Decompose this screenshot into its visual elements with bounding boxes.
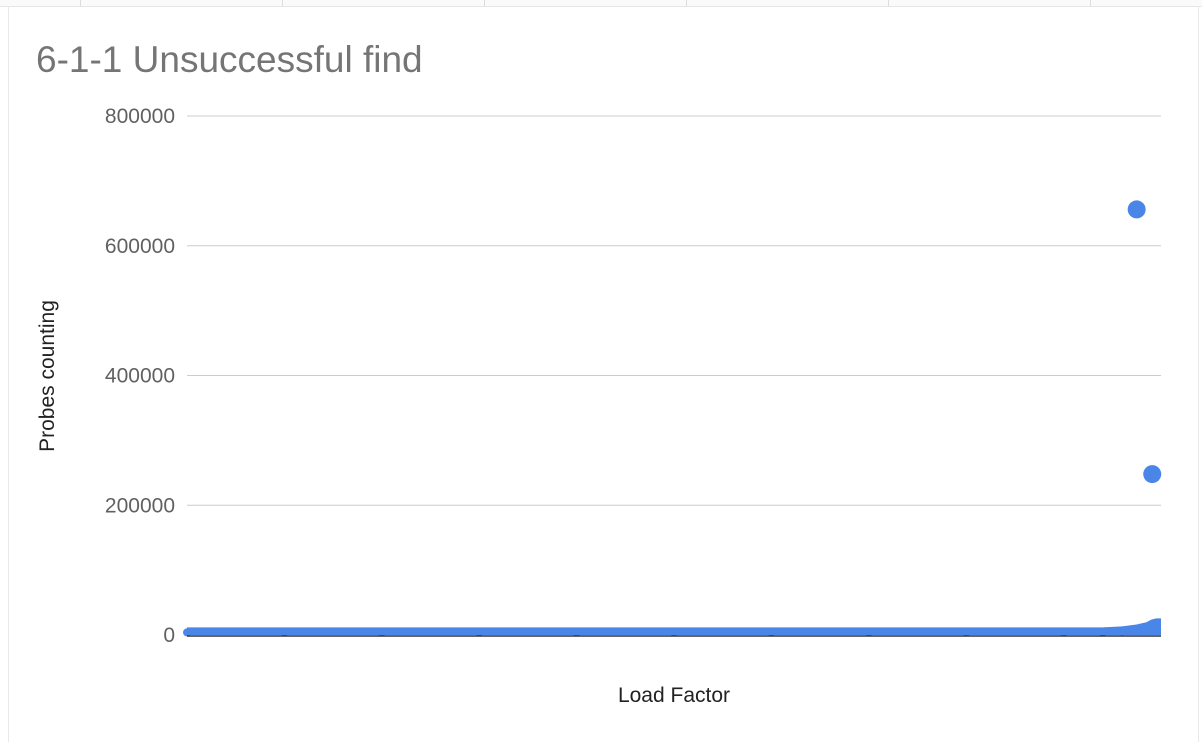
data-point xyxy=(1059,628,1068,637)
data-point xyxy=(475,628,484,637)
x-axis-title: Load Factor xyxy=(618,684,730,707)
y-axis-title: Probes counting xyxy=(36,300,59,452)
data-point xyxy=(962,628,971,637)
data-point xyxy=(1127,200,1146,219)
data-point xyxy=(1143,465,1162,484)
data-point xyxy=(864,628,873,637)
grid-strip-divider xyxy=(484,0,485,6)
data-point xyxy=(1152,619,1161,628)
data-point xyxy=(1132,625,1141,634)
spreadsheet-grid-strip xyxy=(0,0,1202,7)
chart-frame xyxy=(8,6,1199,742)
data-point xyxy=(377,628,386,637)
y-tick-label: 800000 xyxy=(105,105,175,128)
grid-strip-divider xyxy=(686,0,687,6)
grid-strip-divider xyxy=(1090,0,1091,6)
y-tick-labels: 0 200000 400000 600000 800000 xyxy=(105,105,175,647)
y-tick-label: 0 xyxy=(163,624,175,647)
grid-strip-divider xyxy=(80,0,81,6)
data-point-band xyxy=(187,618,1161,635)
y-tick-label: 400000 xyxy=(105,365,175,388)
gridlines xyxy=(187,115,1161,506)
data-point xyxy=(767,628,776,637)
grid-strip-divider xyxy=(282,0,283,6)
data-point xyxy=(1098,628,1107,637)
data-point xyxy=(670,628,678,637)
y-tick-label: 600000 xyxy=(105,235,175,258)
data-point xyxy=(572,628,581,637)
data-point xyxy=(1118,627,1127,636)
y-tick-label: 200000 xyxy=(105,494,175,517)
series-layer xyxy=(183,200,1162,637)
chart-title: 6-1-1 Unsuccessful find xyxy=(36,39,423,80)
grid-strip-divider xyxy=(888,0,889,6)
data-point xyxy=(280,628,289,637)
data-point xyxy=(183,628,191,637)
